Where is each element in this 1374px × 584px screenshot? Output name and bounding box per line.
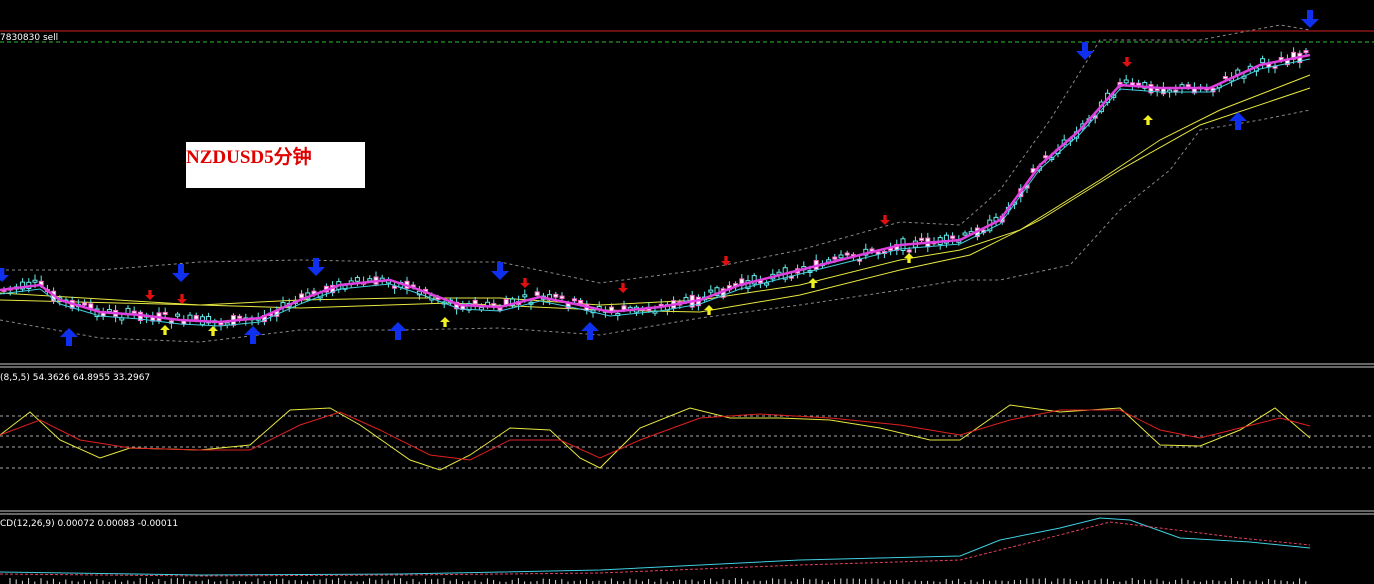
symbol-label: NZDUSD5分钟 [186, 145, 312, 168]
candle-body [206, 315, 212, 324]
candle-body [367, 278, 373, 282]
signal-arrow [1122, 57, 1132, 67]
macd-signal [0, 521, 1311, 577]
candle-body [354, 277, 360, 282]
signal-arrow [244, 326, 262, 344]
bollinger-upper [0, 24, 1311, 284]
candle-body [162, 311, 168, 315]
candle-body [1185, 84, 1191, 88]
candle-body [571, 298, 577, 302]
candle-body [1136, 82, 1142, 86]
signal-arrow [177, 294, 187, 304]
candle-body [466, 303, 472, 311]
signal-arrow [440, 317, 450, 327]
candle-body [764, 282, 770, 286]
candle-body [844, 252, 850, 256]
symbol-box: NZDUSD5分钟 [186, 142, 365, 188]
candle-body [20, 281, 26, 290]
candle-body [237, 315, 243, 319]
macd-label: CD(12,26,9) 0.00072 0.00083 -0.00011 [0, 519, 178, 529]
candle-body [1142, 82, 1148, 89]
symbol-box-bg [186, 142, 365, 188]
bollinger-lower [0, 109, 1311, 343]
signal-arrow [581, 322, 599, 340]
candle-body [131, 310, 137, 314]
candle-body [119, 317, 125, 321]
candle-body [906, 249, 912, 253]
candle-body [32, 279, 38, 283]
signal-arrow [208, 326, 218, 336]
candle-body [472, 299, 478, 305]
candle-body [175, 313, 181, 317]
signal-arrow [1076, 42, 1094, 60]
candle-body [919, 237, 925, 241]
signal-arrow [491, 262, 509, 280]
signal-arrow [520, 278, 530, 288]
candle-body [1260, 58, 1266, 64]
candle-body [962, 232, 968, 236]
signal-arrow [618, 283, 628, 293]
candle-body [950, 235, 956, 239]
candle-body [522, 294, 528, 298]
candle-body [497, 307, 503, 311]
candle-body [82, 302, 88, 306]
candle-body [832, 256, 838, 260]
signal-arrow [808, 278, 818, 288]
candle-body [1303, 50, 1309, 54]
candle-body [559, 295, 565, 299]
candle-body [1123, 79, 1129, 84]
signal-arrow [307, 258, 325, 276]
candle-body [478, 306, 484, 311]
ma-slower [0, 87, 1311, 313]
candle-body [578, 299, 584, 304]
candle-body [708, 289, 714, 293]
candle-body [193, 315, 199, 320]
signal-arrow [0, 268, 9, 282]
candle-body [299, 293, 305, 299]
stochastic-signal [0, 409, 1311, 461]
candle-body [392, 285, 398, 289]
candle-body [943, 234, 949, 244]
ma-fast-cyan [0, 58, 1311, 327]
signal-arrow [904, 253, 914, 263]
stochastic-main [0, 404, 1311, 471]
signal-arrow [721, 256, 731, 266]
signal-arrow [1229, 112, 1247, 130]
stochastic-label: (8,5,5) 54.3626 64.8955 33.2967 [0, 373, 150, 383]
candle-body [838, 254, 844, 259]
signal-arrow [704, 305, 714, 315]
candle-body [1222, 76, 1228, 80]
candle-body [683, 297, 689, 302]
ma-main [0, 53, 1311, 324]
candle-body [106, 309, 112, 313]
level-label: 7830830 sell [0, 33, 58, 43]
candle-body [534, 291, 540, 296]
signal-arrow [145, 290, 155, 300]
signal-arrow [172, 264, 190, 282]
signal-arrow [389, 322, 407, 340]
signal-arrow [160, 325, 170, 335]
signal-arrow [1143, 115, 1153, 125]
signal-arrow [1301, 10, 1319, 28]
signal-arrow [880, 215, 890, 225]
ma-slow [0, 74, 1311, 306]
macd-line [0, 517, 1311, 576]
signal-arrow [60, 328, 78, 346]
candle-body [553, 293, 559, 298]
